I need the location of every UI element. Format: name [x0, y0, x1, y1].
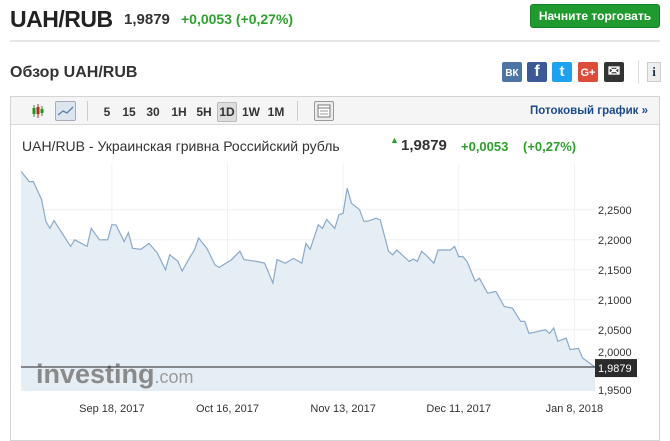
twitter-icon: t [559, 63, 565, 80]
y-tick-label: 2,1000 [598, 295, 632, 307]
share-mail-button[interactable]: ✉ [604, 62, 624, 82]
section-title: Обзор UAH/RUB [10, 64, 138, 81]
current-price-badge [595, 359, 637, 378]
table-view-button[interactable] [314, 101, 334, 121]
watermark-logo-suffix: .com [155, 367, 194, 387]
line-chart-button[interactable] [55, 101, 76, 121]
interval-15[interactable]: 15 [122, 105, 136, 119]
x-tick-label: Sep 18, 2017 [79, 403, 144, 415]
line-chart-icon [57, 106, 74, 116]
vk-icon: ВК [505, 68, 519, 79]
watermark-logo-main: investing [36, 359, 155, 389]
x-tick-label: Dec 11, 2017 [426, 403, 491, 415]
price-change: +0,0053 (+0,27%) [181, 11, 294, 27]
y-tick-label: 2,2500 [598, 205, 632, 217]
streaming-chart-link[interactable]: Потоковый график » [530, 105, 648, 117]
x-tick-label: Oct 16, 2017 [196, 403, 259, 415]
divider [297, 101, 298, 121]
area-fill [21, 171, 595, 391]
candlestick-icon [32, 104, 44, 118]
chart-toolbar [11, 97, 659, 125]
share-facebook-button[interactable]: f [527, 62, 547, 82]
interval-1h[interactable]: 1H [171, 105, 187, 119]
y-tick-label: 2,2000 [598, 235, 632, 247]
up-arrow-icon: ▲ [390, 135, 399, 145]
y-tick-label: 1,9500 [598, 385, 632, 397]
divider [638, 60, 639, 84]
y-tick-label: 2,0000 [598, 347, 632, 359]
interval-1m[interactable]: 1M [267, 105, 285, 119]
interval-5h[interactable]: 5H [196, 105, 212, 119]
interval-1w[interactable]: 1W [242, 105, 260, 119]
chart-title: UAH/RUB - Украинская гривна Российский р… [22, 138, 340, 154]
interval-5[interactable]: 5 [103, 105, 111, 119]
candlestick-chart-button[interactable] [32, 103, 44, 119]
mail-icon: ✉ [607, 63, 621, 80]
divider [10, 40, 660, 42]
info-button[interactable]: i [647, 62, 661, 82]
google-plus-icon: G+ [580, 67, 596, 79]
x-tick-label: Nov 13, 2017 [310, 403, 375, 415]
x-tick-label: Jan 8, 2018 [546, 403, 604, 415]
share-twitter-button[interactable]: t [552, 62, 572, 82]
last-price: 1,9879 [124, 11, 170, 28]
chart-price: 1,9879 [401, 137, 447, 154]
share-vk-button[interactable]: ВК [502, 62, 522, 82]
y-tick-label: 2,1500 [598, 265, 632, 277]
facebook-icon: f [534, 63, 540, 80]
divider [87, 101, 88, 121]
interval-30[interactable]: 30 [146, 105, 160, 119]
pair-title: UAH/RUB [10, 6, 113, 32]
table-icon [317, 104, 331, 118]
info-icon: i [652, 64, 656, 79]
interval-1d[interactable]: 1D [217, 102, 237, 122]
start-trading-button[interactable]: Начните торговать [530, 4, 660, 28]
price-line [20, 171, 596, 368]
current-price-label: 1,9879 [598, 363, 632, 375]
y-tick-label: 2,0500 [598, 325, 632, 337]
chart-change: +0,0053 [461, 139, 509, 154]
chart-change-percent: (+0,27%) [523, 139, 577, 154]
watermark-logo: investing.com [36, 359, 194, 389]
share-google-plus-button[interactable]: G+ [578, 62, 598, 82]
